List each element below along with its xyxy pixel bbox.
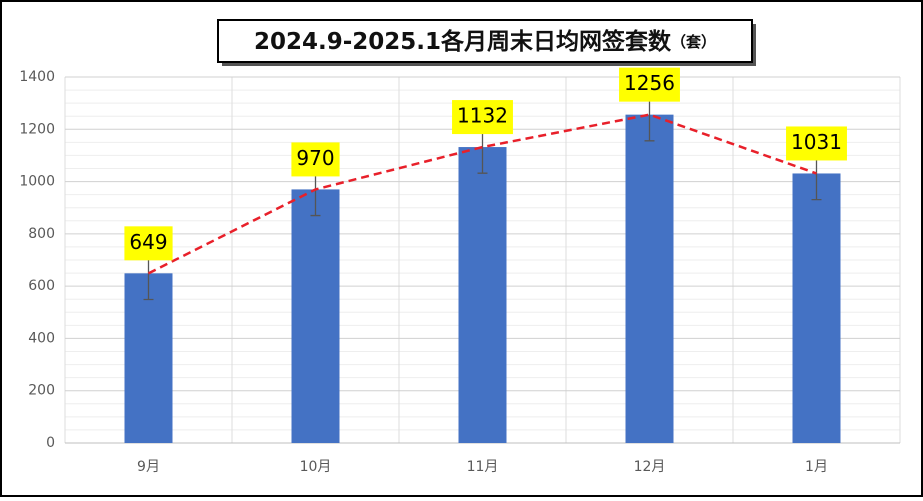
chart-title-unit: （套） — [671, 33, 716, 51]
x-tick-label: 11月 — [467, 459, 499, 475]
x-tick-label: 9月 — [137, 459, 160, 475]
y-tick-label: 200 — [28, 383, 55, 399]
bar — [792, 173, 841, 443]
y-tick-label: 1200 — [19, 121, 55, 137]
value-label-box — [124, 226, 173, 261]
value-label: 1256 — [624, 71, 675, 95]
chart-title-group: 2024.9-2025.1各月周末日均网签套数（套） — [254, 28, 716, 55]
trend-line — [147, 113, 817, 275]
x-tick-label: 1月 — [805, 459, 828, 475]
bar — [458, 147, 507, 443]
value-label: 1132 — [457, 104, 508, 128]
title-box — [217, 19, 753, 63]
y-tick-label: 1000 — [19, 174, 55, 190]
value-label: 649 — [129, 230, 167, 254]
y-tick-label: 0 — [46, 435, 55, 451]
bar — [291, 189, 340, 443]
value-label-box — [291, 142, 340, 177]
plot-area: 0 200 400 600 800 1000 1200 1400 9月 10月 11月 12月 1月 64… — [19, 67, 901, 475]
x-tick-label: 10月 — [300, 459, 332, 475]
value-label: 1031 — [791, 130, 842, 154]
chart-title: 2024.9-2025.1各月周末日均网签套数 — [254, 28, 672, 55]
x-tick-label: 12月 — [634, 459, 666, 475]
y-tick-label: 600 — [28, 278, 55, 294]
value-label-box — [452, 100, 513, 135]
y-tick-label: 800 — [28, 226, 55, 242]
y-tick-label: 400 — [28, 330, 55, 346]
bar — [625, 114, 674, 443]
value-label-box — [786, 126, 847, 161]
value-label: 970 — [296, 146, 334, 170]
y-tick-label: 1400 — [19, 69, 55, 85]
value-label-box — [619, 67, 680, 102]
bar — [124, 273, 173, 443]
